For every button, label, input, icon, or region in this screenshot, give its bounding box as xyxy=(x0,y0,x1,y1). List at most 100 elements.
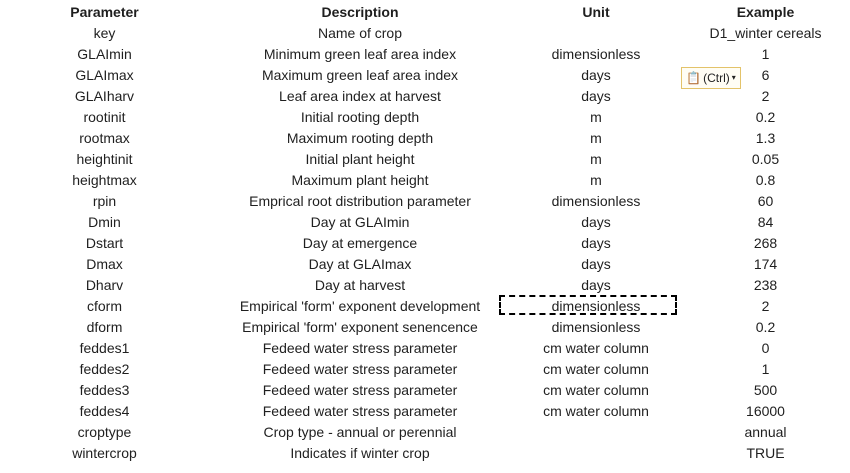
cell-description[interactable]: Maximum plant height xyxy=(291,172,429,188)
cell-unit[interactable]: dimensionless xyxy=(551,319,641,335)
cell-description[interactable]: Initial rooting depth xyxy=(300,109,420,125)
cell-description[interactable]: Empirical 'form' exponent development xyxy=(239,298,481,314)
cell-unit[interactable]: cm water column xyxy=(543,382,649,398)
cell-example[interactable]: annual xyxy=(744,424,787,440)
cell-parameter[interactable]: rootinit xyxy=(83,109,126,125)
cell-unit[interactable]: days xyxy=(581,256,611,272)
cell-unit[interactable]: cm water column xyxy=(543,340,649,356)
cell-example[interactable]: 500 xyxy=(753,382,778,398)
cell-parameter[interactable]: rootmax xyxy=(79,130,130,146)
cell-unit[interactable]: cm water column xyxy=(543,361,649,377)
cell-unit[interactable]: days xyxy=(581,235,611,251)
cell-parameter[interactable]: feddes2 xyxy=(79,361,130,377)
header-example[interactable]: Example xyxy=(736,4,795,20)
table-row: feddes2 Fedeed water stress parameter cm w… xyxy=(0,359,850,380)
cell-example[interactable]: 16000 xyxy=(746,403,785,419)
table-row: GLAImax Maximum green leaf area index days… xyxy=(0,65,850,86)
cell-unit[interactable] xyxy=(511,23,681,44)
cell-example[interactable]: 6 xyxy=(761,67,770,83)
cell-example[interactable]: 84 xyxy=(757,214,774,230)
cell-example[interactable]: 2 xyxy=(761,88,770,104)
cell-example[interactable]: D1_winter cereals xyxy=(709,25,822,41)
cell-parameter[interactable]: key xyxy=(93,25,116,41)
cell-unit[interactable]: days xyxy=(581,277,611,293)
cell-description[interactable]: Empirical 'form' exponent senencence xyxy=(242,319,478,335)
cell-unit[interactable]: cm water column xyxy=(543,403,649,419)
cell-description[interactable]: Fedeed water stress parameter xyxy=(262,382,458,398)
cell-example[interactable]: 1 xyxy=(761,46,770,62)
header-unit[interactable]: Unit xyxy=(582,4,610,20)
cell-parameter[interactable]: rpin xyxy=(92,193,117,209)
cell-description[interactable]: Day at GLAImin xyxy=(310,214,410,230)
cell-description[interactable]: Initial plant height xyxy=(305,151,415,167)
cell-parameter[interactable]: croptype xyxy=(77,424,132,440)
cell-unit[interactable]: dimensionless xyxy=(551,193,641,209)
cell-example[interactable]: 0 xyxy=(761,340,770,356)
cell-example[interactable]: 1 xyxy=(761,361,770,377)
table-row: key Name of crop D1_winter cereals xyxy=(0,23,850,44)
cell-parameter[interactable]: heightmax xyxy=(72,172,137,188)
cell-unit[interactable]: m xyxy=(590,151,602,167)
cell-description[interactable]: Indicates if winter crop xyxy=(290,445,430,461)
cell-unit[interactable]: days xyxy=(581,67,611,83)
cell-parameter[interactable]: GLAImax xyxy=(75,67,134,83)
cell-description[interactable]: Name of crop xyxy=(317,25,403,41)
cell-parameter[interactable]: feddes3 xyxy=(79,382,130,398)
cell-example[interactable]: 2 xyxy=(761,298,770,314)
cell-parameter[interactable]: heightinit xyxy=(76,151,133,167)
table-row: feddes3 Fedeed water stress parameter cm w… xyxy=(0,380,850,401)
header-parameter[interactable]: Parameter xyxy=(70,4,139,20)
cell-description[interactable]: Fedeed water stress parameter xyxy=(262,340,458,356)
cell-unit[interactable]: days xyxy=(581,214,611,230)
cell-description[interactable]: Maximum green leaf area index xyxy=(261,67,459,83)
cell-parameter[interactable]: cform xyxy=(87,298,122,314)
cell-example[interactable]: 60 xyxy=(757,193,774,209)
cell-example[interactable]: 268 xyxy=(753,235,778,251)
cell-unit[interactable]: days xyxy=(581,88,611,104)
cell-description[interactable]: Fedeed water stress parameter xyxy=(262,361,458,377)
cell-unit[interactable]: dimensionless xyxy=(551,298,641,314)
cell-description[interactable]: Minimum green leaf area index xyxy=(263,46,457,62)
cell-description[interactable]: Day at GLAImax xyxy=(308,256,412,272)
cell-example[interactable]: 0.2 xyxy=(755,319,776,335)
table-row: Dharv Day at harvest days 238 xyxy=(0,275,850,296)
cell-example[interactable]: 238 xyxy=(753,277,778,293)
cell-description[interactable]: Maximum rooting depth xyxy=(286,130,434,146)
cell-parameter[interactable]: Dstart xyxy=(85,235,124,251)
cell-example[interactable]: 174 xyxy=(753,256,778,272)
cell-description[interactable]: Day at harvest xyxy=(314,277,406,293)
table-row: Dstart Day at emergence days 268 xyxy=(0,233,850,254)
cell-description[interactable]: Emprical root distribution parameter xyxy=(249,193,471,209)
cell-example[interactable]: 0.2 xyxy=(755,109,776,125)
cell-parameter[interactable]: Dharv xyxy=(85,277,124,293)
table-row: heightinit Initial plant height m 0.05 xyxy=(0,149,850,170)
cell-parameter[interactable]: GLAImin xyxy=(77,46,132,62)
cell-parameter[interactable]: wintercrop xyxy=(72,445,137,461)
cell-parameter[interactable]: Dmin xyxy=(88,214,121,230)
cell-description[interactable]: Day at emergence xyxy=(302,235,418,251)
cell-unit[interactable] xyxy=(511,443,681,464)
cell-unit[interactable]: m xyxy=(590,172,602,188)
cell-description[interactable]: Crop type - annual or perennial xyxy=(263,424,457,440)
cell-unit[interactable] xyxy=(511,422,681,443)
table-row: rootmax Maximum rooting depth m 1.3 xyxy=(0,128,850,149)
cell-description[interactable]: Leaf area index at harvest xyxy=(279,88,441,104)
cell-unit[interactable]: m xyxy=(590,130,602,146)
cell-parameter[interactable]: feddes4 xyxy=(79,403,130,419)
table-row: rootinit Initial rooting depth m 0.2 xyxy=(0,107,850,128)
cell-example[interactable]: 1.3 xyxy=(755,130,776,146)
cell-example[interactable]: TRUE xyxy=(746,445,785,461)
cell-unit[interactable]: m xyxy=(590,109,602,125)
cell-description[interactable]: Fedeed water stress parameter xyxy=(262,403,458,419)
clipboard-icon: 📋 xyxy=(686,71,702,85)
cell-parameter[interactable]: Dmax xyxy=(86,256,123,272)
cell-parameter[interactable]: dform xyxy=(86,319,123,335)
header-description[interactable]: Description xyxy=(321,4,399,20)
cell-parameter[interactable]: GLAIharv xyxy=(74,88,135,104)
table-row: feddes1 Fedeed water stress parameter cm w… xyxy=(0,338,850,359)
cell-example[interactable]: 0.05 xyxy=(751,151,780,167)
paste-options-button[interactable]: 📋 (Ctrl) ▾ xyxy=(681,67,741,89)
cell-example[interactable]: 0.8 xyxy=(755,172,776,188)
cell-parameter[interactable]: feddes1 xyxy=(79,340,130,356)
cell-unit[interactable]: dimensionless xyxy=(551,46,641,62)
